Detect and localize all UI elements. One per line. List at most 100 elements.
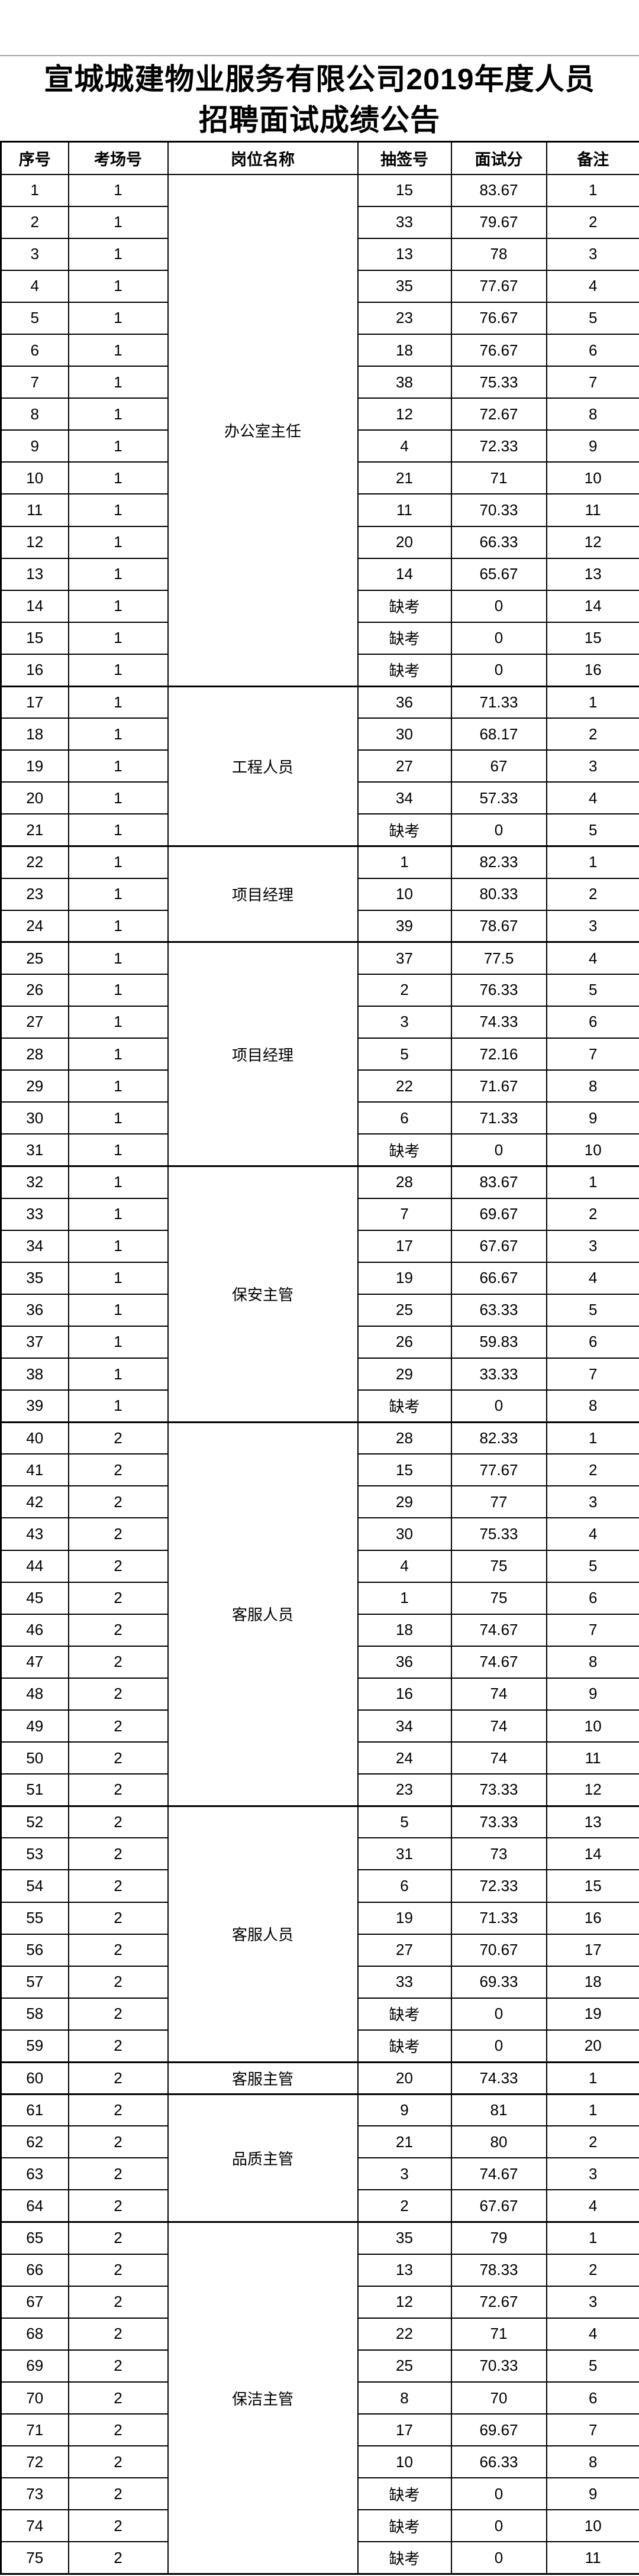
cell-serial-number: 49: [0, 1709, 69, 1743]
page-title-line1: 宣城城建物业服务有限公司2019年度人员: [44, 63, 595, 96]
cell-remark: 6: [546, 2381, 639, 2415]
cell-exam-room-number: 1: [67, 1165, 169, 1199]
cell-serial-number: 11: [0, 493, 69, 527]
cell-interview-score: 73: [450, 1837, 547, 1871]
cell-interview-score: 74.67: [450, 2157, 547, 2191]
cell-lottery-number: 37: [357, 941, 452, 975]
cell-exam-room-number: 2: [67, 1485, 169, 1519]
cell-remark: 8: [546, 1389, 639, 1423]
cell-serial-number: 60: [0, 2061, 69, 2095]
cell-remark: 2: [546, 2125, 639, 2159]
cell-interview-score: 70: [450, 2381, 547, 2415]
cell-remark: 8: [546, 2445, 639, 2479]
cell-exam-room-number: 1: [67, 1005, 169, 1039]
cell-remark: 2: [546, 2253, 639, 2287]
cell-remark: 1: [546, 845, 639, 879]
cell-position-group: 客服人员: [167, 1805, 359, 2063]
cell-lottery-number: 18: [357, 333, 452, 367]
cell-exam-room-number: 2: [67, 2189, 169, 2223]
table-row: 52 2 客服人员 5 73.33 13: [0, 1805, 639, 2063]
cell-serial-number: 41: [0, 1453, 69, 1487]
cell-exam-room-number: 1: [67, 237, 169, 271]
cell-lottery-number: 28: [357, 1165, 452, 1199]
table-row: 59 2 缺考 0 20: [0, 2029, 639, 2063]
cell-serial-number: 36: [0, 1293, 69, 1327]
header-remark: 备注: [546, 141, 639, 175]
table-row: 57 2 33 69.33 18: [0, 1965, 639, 1999]
cell-exam-room-number: 1: [67, 973, 169, 1007]
cell-interview-score: 81: [450, 2093, 547, 2127]
cell-exam-room-number: 2: [67, 1933, 169, 1967]
cell-interview-score: 0: [450, 621, 547, 655]
cell-interview-score: 74: [450, 1741, 547, 1775]
cell-remark: 14: [546, 1837, 639, 1871]
cell-remark: 7: [546, 2413, 639, 2447]
cell-lottery-number: 29: [357, 1485, 452, 1519]
cell-serial-number: 63: [0, 2157, 69, 2191]
cell-remark: 1: [546, 1421, 639, 1455]
table-row: 66 2 13 78.33 2: [0, 2253, 639, 2287]
cell-remark: 16: [546, 653, 639, 687]
cell-lottery-number: 39: [357, 909, 452, 943]
cell-interview-score: 0: [450, 1997, 547, 2031]
cell-exam-room-number: 2: [67, 2541, 169, 2575]
cell-exam-room-number: 1: [67, 1101, 169, 1135]
cell-lottery-number: 28: [357, 1421, 452, 1455]
cell-remark: 11: [546, 2541, 639, 2575]
cell-exam-room-number: 2: [67, 2029, 169, 2063]
cell-serial-number: 3: [0, 237, 69, 271]
cell-serial-number: 66: [0, 2253, 69, 2287]
cell-lottery-number: 23: [357, 301, 452, 335]
cell-serial-number: 54: [0, 1869, 69, 1903]
cell-lottery-number: 13: [357, 2253, 452, 2287]
cell-interview-score: 77: [450, 1485, 547, 1519]
table-row: 18 1 30 68.17 2: [0, 717, 639, 751]
cell-interview-score: 74.33: [450, 2061, 547, 2095]
cell-interview-score: 71.33: [450, 1101, 547, 1135]
cell-serial-number: 17: [0, 685, 69, 719]
cell-exam-room-number: 2: [67, 2093, 169, 2127]
cell-interview-score: 78.67: [450, 909, 547, 943]
cell-interview-score: 75.33: [450, 366, 547, 399]
cell-remark: 2: [546, 1197, 639, 1231]
cell-exam-room-number: 1: [67, 269, 169, 303]
cell-lottery-number: 1: [357, 1581, 452, 1615]
cell-remark: 19: [546, 1997, 639, 2031]
cell-serial-number: 23: [0, 877, 69, 911]
table-row: 37 1 26 59.83 6: [0, 1325, 639, 1359]
cell-remark: 11: [546, 1741, 639, 1775]
cell-remark: 4: [546, 1261, 639, 1295]
cell-serial-number: 18: [0, 717, 69, 751]
cell-exam-room-number: 1: [67, 1325, 169, 1359]
cell-exam-room-number: 2: [67, 1677, 169, 1711]
cell-lottery-number: 13: [357, 237, 452, 271]
cell-interview-score: 73.33: [450, 1805, 547, 1839]
cell-exam-room-number: 1: [67, 1197, 169, 1231]
cell-lottery-number: 34: [357, 1709, 452, 1743]
cell-interview-score: 67.67: [450, 1229, 547, 1263]
cell-lottery-number: 3: [357, 2157, 452, 2191]
cell-exam-room-number: 2: [67, 1869, 169, 1903]
cell-serial-number: 40: [0, 1421, 69, 1455]
cell-interview-score: 77.5: [450, 941, 547, 975]
cell-exam-room-number: 1: [67, 429, 169, 463]
table-row: 62 2 21 80 2: [0, 2125, 639, 2159]
table-row: 11 1 11 70.33 11: [0, 493, 639, 527]
cell-lottery-number: 缺考: [357, 1997, 452, 2031]
cell-lottery-number: 缺考: [357, 653, 452, 687]
cell-exam-room-number: 2: [67, 1901, 169, 1935]
table-row: 40 2 客服人员 28 82.33 1: [0, 1421, 639, 1807]
cell-serial-number: 50: [0, 1741, 69, 1775]
table-row: 67 2 12 72.67 3: [0, 2285, 639, 2319]
table-row: 17 1 工程人员 36 71.33 1: [0, 685, 639, 847]
cell-interview-score: 0: [450, 653, 547, 687]
table-row: 12 1 20 66.33 12: [0, 525, 639, 559]
cell-exam-room-number: 2: [67, 1837, 169, 1871]
cell-interview-score: 0: [450, 1133, 547, 1167]
cell-serial-number: 55: [0, 1901, 69, 1935]
cell-exam-room-number: 1: [67, 461, 169, 495]
cell-serial-number: 37: [0, 1325, 69, 1359]
cell-exam-room-number: 1: [67, 813, 169, 847]
cell-interview-score: 70.67: [450, 1933, 547, 1967]
